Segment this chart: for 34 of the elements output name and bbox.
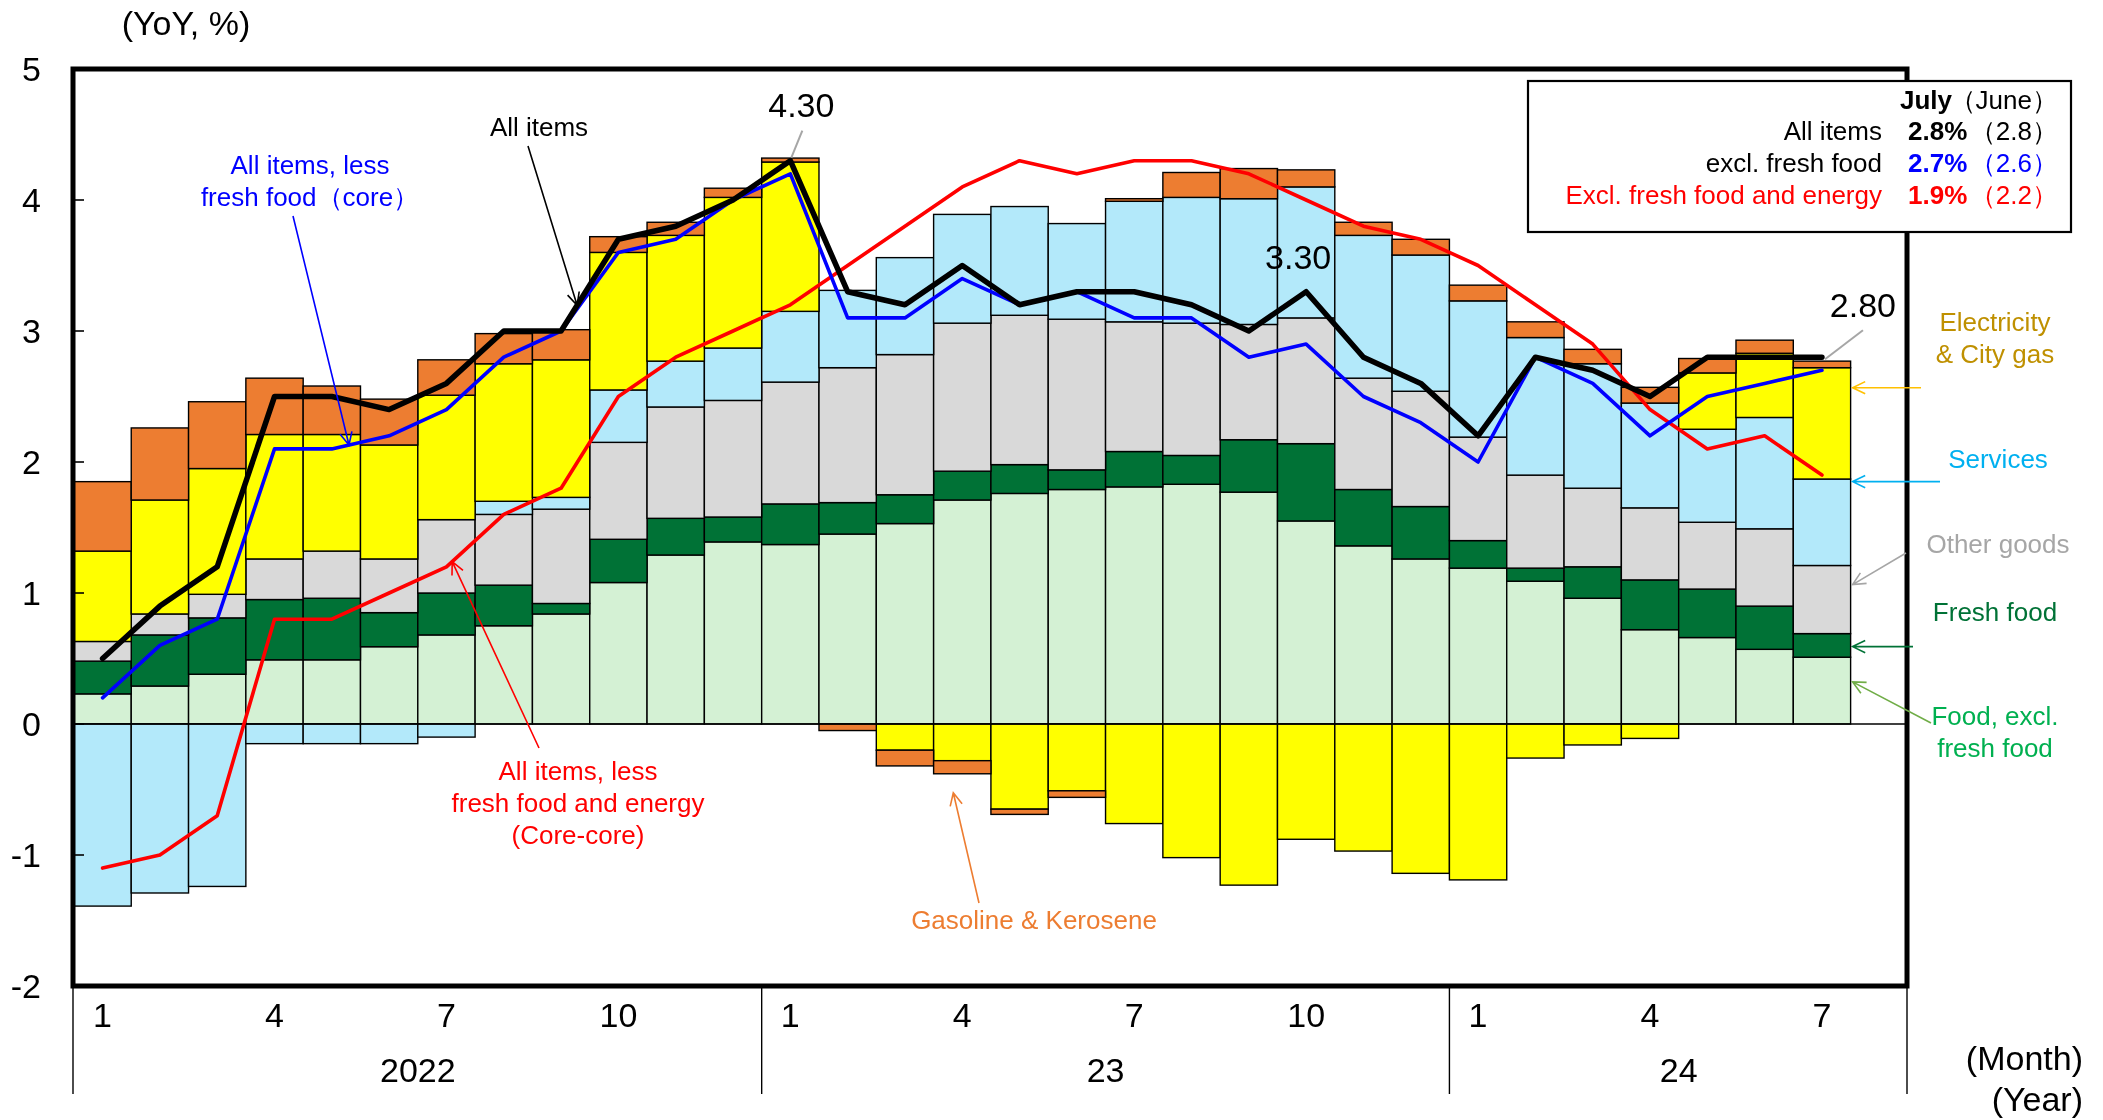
x2-tick-label: 23 (1086, 1051, 1125, 1089)
y-tick-label: 1 (22, 574, 41, 612)
x-tick-label: 10 (1287, 996, 1326, 1034)
x-tick-label: 10 (599, 996, 638, 1034)
annotation: Excl. fresh food and energy (1565, 180, 1882, 210)
y-tick-label: 2 (22, 443, 41, 481)
x2-tick-label: 24 (1659, 1051, 1698, 1089)
text: （2.2） (1969, 180, 2058, 210)
x-tick-label: 4 (952, 996, 972, 1034)
annotation: excl. fresh food (1705, 148, 1882, 178)
x-tick-label: 4 (1640, 996, 1660, 1034)
y-tick-label: 0 (22, 705, 41, 743)
text: （2.6） (1969, 148, 2058, 178)
text: 2.7% (1908, 148, 1968, 178)
x-tick-label: 1 (780, 996, 800, 1034)
y-tick-label: 3 (22, 312, 41, 350)
x-tick-label: 7 (436, 996, 456, 1034)
text: 2.8% (1908, 116, 1968, 146)
x-tick-label: 7 (1812, 996, 1832, 1034)
text: （2.8） (1969, 116, 2058, 146)
x-tick-label: 1 (93, 996, 113, 1034)
text: 1.9% (1908, 180, 1968, 210)
y-tick-label: -2 (10, 967, 41, 1005)
annotation: All items (1783, 116, 1882, 146)
y-tick-label: 4 (22, 181, 41, 219)
y-tick-label: 5 (22, 50, 41, 88)
x2-axis-title: (Year) (1991, 1080, 2083, 1118)
y-tick-label: -1 (10, 836, 41, 874)
x-tick-label: 1 (1468, 996, 1488, 1034)
x-tick-label: 4 (265, 996, 284, 1034)
x-axis-title: (Month) (1965, 1039, 2083, 1077)
y-axis-title: (YoY, %) (121, 4, 251, 42)
x-tick-label: 7 (1124, 996, 1144, 1034)
x2-tick-label: 2022 (379, 1051, 456, 1089)
